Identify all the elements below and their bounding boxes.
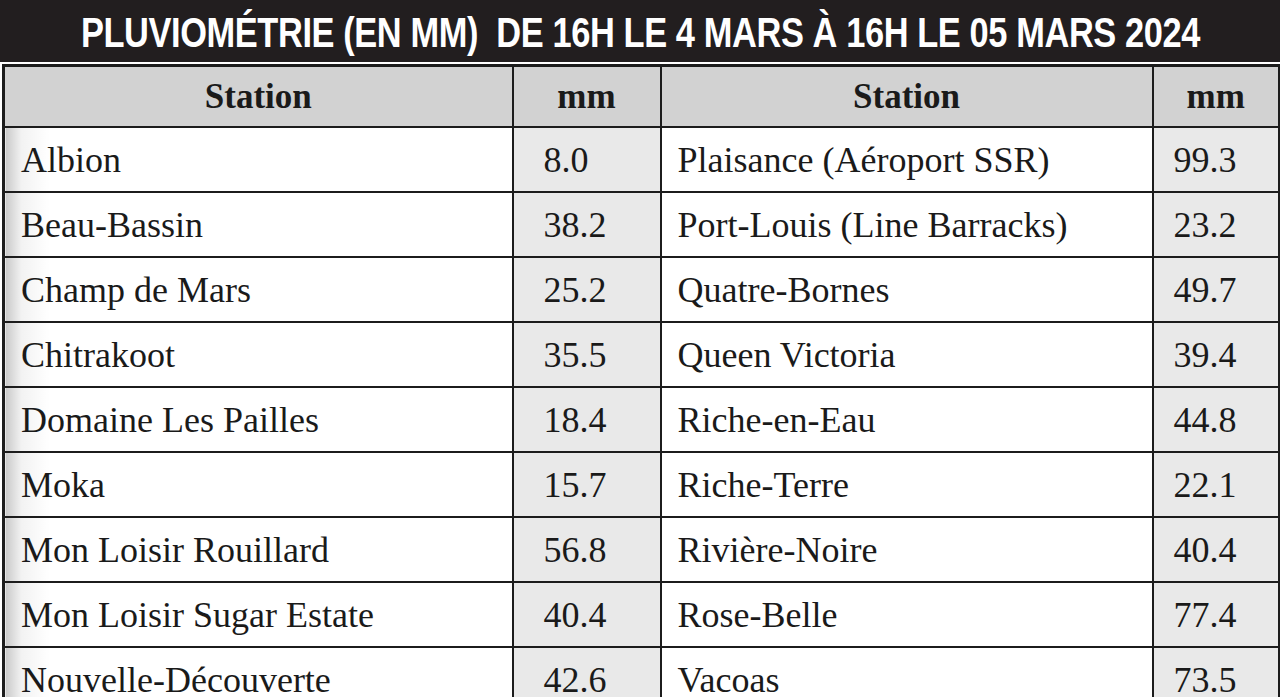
rainfall-value-cell: 23.2 bbox=[1153, 192, 1280, 257]
column-header-mm-left: mm bbox=[513, 66, 661, 128]
table-row: Mon Loisir Rouillard56.8Rivière-Noire40.… bbox=[4, 517, 1280, 582]
station-cell: Domaine Les Pailles bbox=[4, 387, 513, 452]
station-cell: Mon Loisir Sugar Estate bbox=[4, 582, 513, 647]
rainfall-value-cell: 35.5 bbox=[513, 322, 661, 387]
table-row: Beau-Bassin38.2Port-Louis (Line Barracks… bbox=[4, 192, 1280, 257]
rainfall-value-cell: 77.4 bbox=[1153, 582, 1280, 647]
rainfall-value-cell: 56.8 bbox=[513, 517, 661, 582]
rainfall-value-cell: 38.2 bbox=[513, 192, 661, 257]
rainfall-value-cell: 39.4 bbox=[1153, 322, 1280, 387]
rainfall-value-cell: 40.4 bbox=[513, 582, 661, 647]
table-row: Albion8.0Plaisance (Aéroport SSR)99.3 bbox=[4, 127, 1280, 192]
station-cell: Nouvelle-Découverte bbox=[4, 647, 513, 697]
station-cell: Rose-Belle bbox=[661, 582, 1153, 647]
station-cell: Rivière-Noire bbox=[661, 517, 1153, 582]
station-cell: Riche-en-Eau bbox=[661, 387, 1153, 452]
station-cell: Mon Loisir Rouillard bbox=[4, 517, 513, 582]
rainfall-value-cell: 44.8 bbox=[1153, 387, 1280, 452]
table-body: Albion8.0Plaisance (Aéroport SSR)99.3Bea… bbox=[4, 127, 1280, 697]
rainfall-value-cell: 73.5 bbox=[1153, 647, 1280, 697]
rainfall-value-cell: 49.7 bbox=[1153, 257, 1280, 322]
rainfall-value-cell: 99.3 bbox=[1153, 127, 1280, 192]
rainfall-value-cell: 42.6 bbox=[513, 647, 661, 697]
station-cell: Chitrakoot bbox=[4, 322, 513, 387]
table-row: Nouvelle-Découverte42.6Vacoas73.5 bbox=[4, 647, 1280, 697]
rainfall-value-cell: 25.2 bbox=[513, 257, 661, 322]
rainfall-value-cell: 18.4 bbox=[513, 387, 661, 452]
table-row: Domaine Les Pailles18.4Riche-en-Eau44.8 bbox=[4, 387, 1280, 452]
station-cell: Albion bbox=[4, 127, 513, 192]
table-row: Mon Loisir Sugar Estate40.4Rose-Belle77.… bbox=[4, 582, 1280, 647]
station-cell: Beau-Bassin bbox=[4, 192, 513, 257]
station-cell: Queen Victoria bbox=[661, 322, 1153, 387]
page-title: PLUVIOMÉTRIE (EN MM) DE 16H LE 4 MARS À … bbox=[80, 9, 1199, 54]
station-cell: Quatre-Bornes bbox=[661, 257, 1153, 322]
rainfall-value-cell: 22.1 bbox=[1153, 452, 1280, 517]
station-cell: Vacoas bbox=[661, 647, 1153, 697]
station-cell: Champ de Mars bbox=[4, 257, 513, 322]
station-cell: Riche-Terre bbox=[661, 452, 1153, 517]
rainfall-report: PLUVIOMÉTRIE (EN MM) DE 16H LE 4 MARS À … bbox=[0, 0, 1280, 697]
column-header-station-left: Station bbox=[4, 66, 513, 128]
station-cell: Port-Louis (Line Barracks) bbox=[661, 192, 1153, 257]
rainfall-value-cell: 15.7 bbox=[513, 452, 661, 517]
rainfall-value-cell: 40.4 bbox=[1153, 517, 1280, 582]
table-row: Champ de Mars25.2Quatre-Bornes49.7 bbox=[4, 257, 1280, 322]
column-header-mm-right: mm bbox=[1153, 66, 1280, 128]
rainfall-value-cell: 8.0 bbox=[513, 127, 661, 192]
station-cell: Moka bbox=[4, 452, 513, 517]
station-cell: Plaisance (Aéroport SSR) bbox=[661, 127, 1153, 192]
title-bar: PLUVIOMÉTRIE (EN MM) DE 16H LE 4 MARS À … bbox=[0, 0, 1280, 62]
rainfall-table: Station mm Station mm Albion8.0Plaisance… bbox=[2, 64, 1280, 697]
table-row: Moka15.7Riche-Terre22.1 bbox=[4, 452, 1280, 517]
column-header-station-right: Station bbox=[661, 66, 1153, 128]
table-row: Chitrakoot35.5Queen Victoria39.4 bbox=[4, 322, 1280, 387]
table-header-row: Station mm Station mm bbox=[4, 66, 1280, 128]
